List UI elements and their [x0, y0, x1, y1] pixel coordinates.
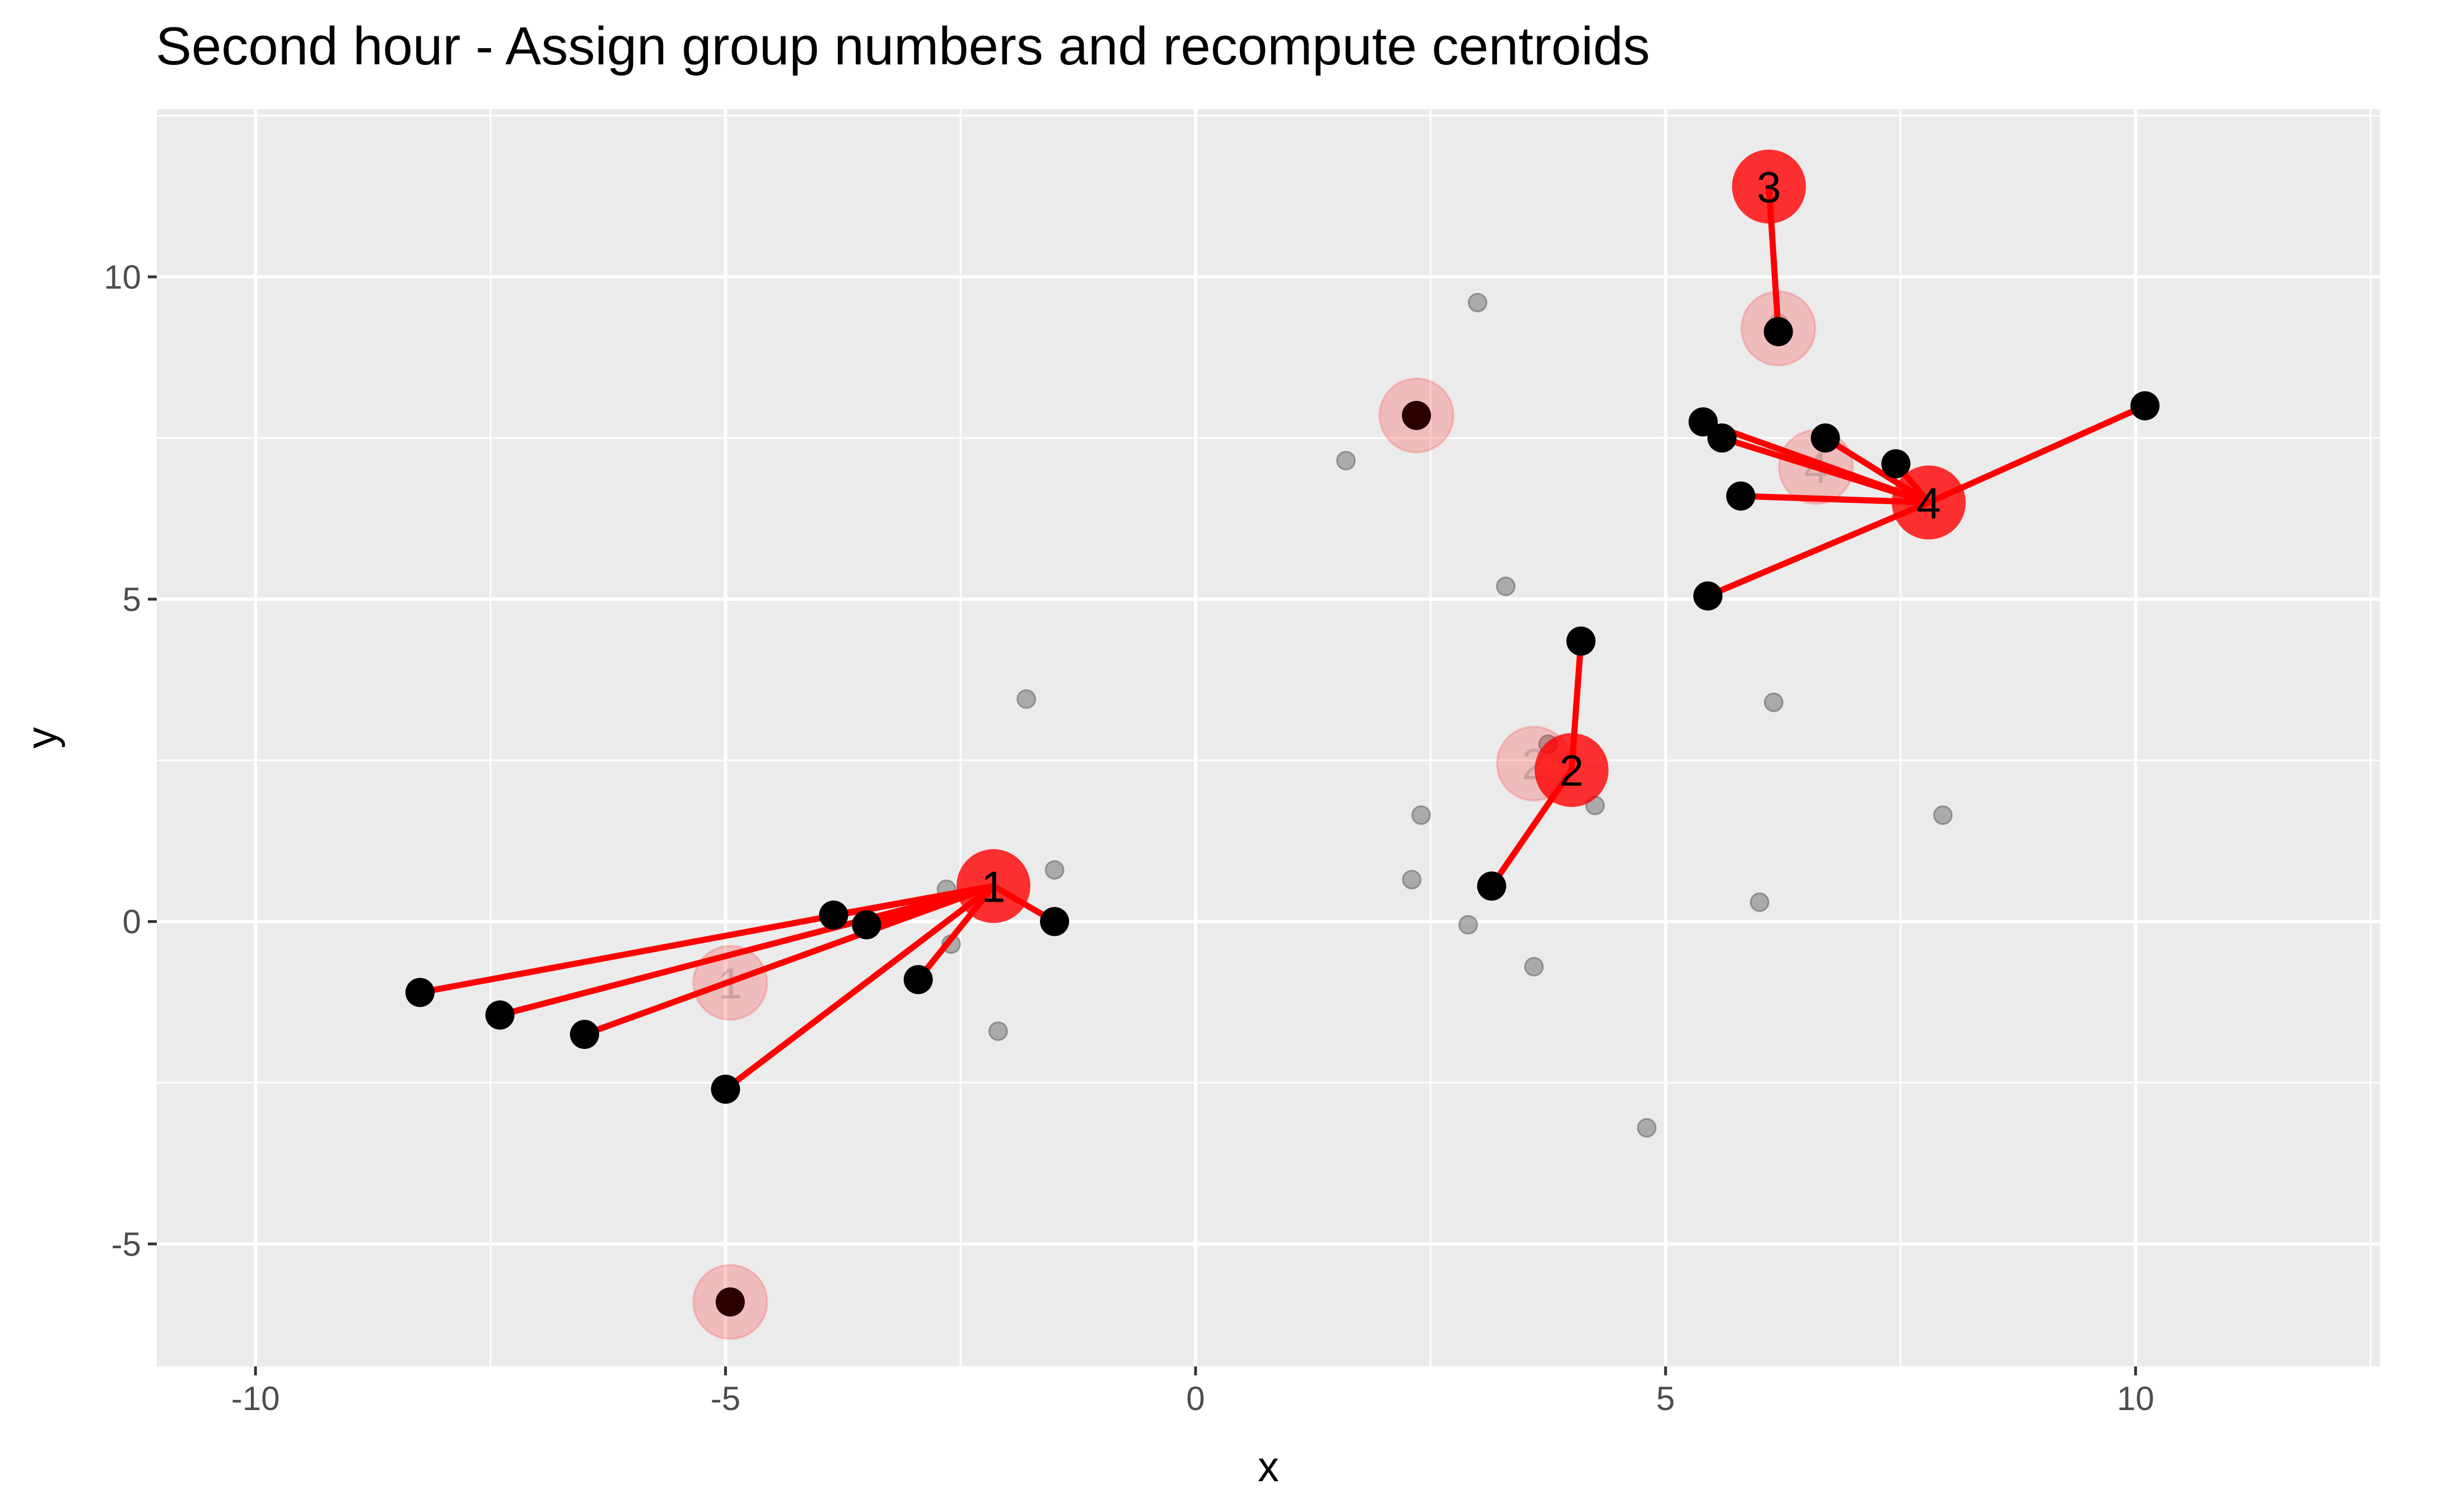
background-point	[1044, 860, 1065, 880]
y-tick-label: 5	[123, 581, 141, 618]
new-centroid	[1732, 150, 1806, 224]
halo-point	[1402, 400, 1431, 430]
assignment-line	[499, 883, 995, 1018]
new-centroid-label: 1	[981, 862, 1005, 911]
y-axis-ticks: -5 0 5 10	[104, 258, 157, 1263]
new-centroid-label: 2	[1560, 746, 1584, 795]
background-point	[988, 1021, 1008, 1041]
assigned-point	[711, 1074, 740, 1104]
background-point	[1933, 805, 1953, 825]
plot-panel	[157, 109, 2380, 1366]
new-centroid	[1892, 465, 1966, 540]
x-axis-label: x	[1258, 1443, 1279, 1491]
x-tick-label: -10	[231, 1380, 280, 1417]
x-tick-label: -5	[711, 1380, 740, 1417]
assigned-point	[1707, 423, 1737, 453]
chart-title: Second hour - Assign group numbers and r…	[156, 16, 1650, 76]
assigned-point	[903, 965, 933, 995]
assignment-line	[1928, 403, 2146, 506]
new-centroid-label: 4	[1917, 478, 1941, 528]
background-point	[1402, 870, 1422, 890]
y-axis-label: y	[18, 727, 66, 749]
new-centroid	[956, 849, 1030, 923]
background-point	[1016, 689, 1037, 709]
assigned-point	[1810, 423, 1840, 453]
assigned-points	[405, 317, 2160, 1104]
y-tick-label: 10	[104, 258, 141, 296]
background-point	[1524, 956, 1544, 977]
assignment-line	[583, 883, 995, 1038]
y-tick-label: -5	[111, 1225, 141, 1263]
assigned-point	[485, 1000, 515, 1030]
assigned-point	[570, 1020, 599, 1049]
assigned-point	[1726, 481, 1756, 511]
assigned-point	[1881, 449, 1911, 479]
halo-point	[715, 1287, 745, 1317]
background-point	[1411, 805, 1431, 825]
assigned-point	[1477, 871, 1506, 901]
background-point	[1763, 692, 1784, 712]
background-point	[1336, 450, 1356, 470]
new-centroid-label: 3	[1757, 162, 1781, 212]
x-tick-label: 10	[2117, 1380, 2154, 1417]
background-points	[936, 292, 1953, 1138]
assigned-point	[819, 900, 848, 930]
background-point	[1467, 292, 1487, 312]
assigned-point	[405, 978, 435, 1007]
x-axis-ticks: -10 -5 0 5 10	[231, 1366, 2154, 1417]
assigned-point	[852, 910, 881, 940]
assigned-point	[1693, 581, 1723, 611]
new-centroids: 1 2 3 4	[956, 150, 1966, 923]
assigned-point	[1763, 317, 1793, 347]
new-centroid	[1534, 733, 1609, 808]
assignment-line	[724, 883, 996, 1092]
background-point	[1458, 914, 1478, 935]
assigned-point	[2130, 391, 2160, 421]
background-point	[1496, 576, 1516, 596]
x-tick-label: 0	[1186, 1380, 1205, 1417]
background-point	[1637, 1118, 1657, 1138]
background-point	[1749, 892, 1770, 912]
assigned-point	[1566, 626, 1596, 656]
assigned-point	[1040, 907, 1070, 936]
x-tick-label: 5	[1656, 1380, 1675, 1417]
grid-minor	[157, 109, 2380, 1366]
assignment-line	[1706, 500, 1930, 599]
grid-major	[157, 109, 2380, 1366]
y-tick-label: 0	[123, 903, 141, 941]
